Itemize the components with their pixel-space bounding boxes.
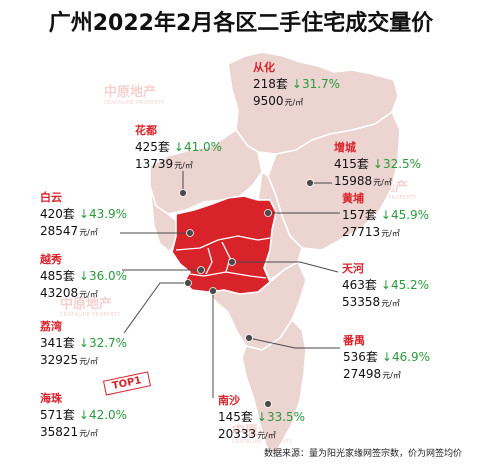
price-unit: 元/㎡ (381, 229, 400, 238)
volume-value: 485套 (40, 269, 75, 283)
watermark: 中原地产 CENTALINE PROPERTY (104, 85, 165, 107)
price-value: 27498 (343, 367, 382, 381)
district-label-huadu: 花都 425套 ↓41.0% 13739元/㎡ (135, 122, 222, 173)
district-shape-nansha (241, 319, 307, 457)
watermark-subtext: CENTALINE PROPERTY (60, 312, 121, 318)
watermark-text: 中原地产 (60, 297, 113, 312)
watermark-subtext: CENTALINE PROPERTY (232, 439, 293, 445)
price-value: 35821 (40, 425, 79, 439)
location-dot-yuexiu (197, 266, 205, 274)
price-unit: 元/㎡ (79, 228, 98, 237)
boundary-yuexiu-tianhe (221, 241, 231, 273)
district-name: 天河 (342, 262, 364, 275)
change-value: ↓46.9% (381, 350, 431, 364)
location-dot-liwan (184, 279, 192, 287)
volume-value: 536套 (343, 350, 378, 364)
district-label-yuexiu: 越秀 485套 ↓36.0% 43208元/㎡ (40, 251, 127, 302)
district-label-panyu: 番禺 536套 ↓46.9% 27498元/㎡ (343, 332, 430, 383)
location-dot-huangpu (264, 209, 272, 217)
volume-value: 218套 (253, 77, 288, 91)
change-value: ↓36.0% (78, 269, 128, 283)
price-unit: 元/㎡ (373, 178, 392, 187)
volume-value: 157套 (342, 208, 377, 222)
district-label-conghua: 从化 218套 ↓31.7% 9500元/㎡ (253, 59, 340, 110)
change-value: ↓31.7% (291, 77, 341, 91)
watermark-text: 中原地产 (104, 85, 157, 100)
change-value: ↓32.5% (372, 157, 422, 171)
price-unit: 元/㎡ (79, 290, 98, 299)
data-source-note: 数据来源：量为阳光家缘网签宗数，价为网签均价 (263, 449, 462, 459)
page-title: 广州2022年2月各区二手住宅成交量价 (48, 11, 434, 36)
change-value: ↓43.9% (78, 207, 128, 221)
price-value: 15988 (334, 174, 373, 188)
district-name: 越秀 (40, 253, 62, 266)
price-unit: 元/㎡ (284, 98, 304, 107)
leader-line-liwan (123, 282, 188, 334)
district-label-zengcheng: 增城 415套 ↓32.5% 15988元/㎡ (334, 139, 421, 190)
change-value: ↓42.0% (78, 408, 128, 422)
district-label-tianhe: 天河 463套 ↓45.2% 53358元/㎡ (342, 260, 429, 311)
leader-line-tianhe (232, 261, 339, 273)
district-name: 黄埔 (342, 192, 364, 205)
price-value: 53358 (342, 295, 381, 309)
volume-value: 341套 (40, 336, 75, 350)
location-dot-haizhu (209, 287, 217, 295)
volume-value: 425套 (135, 140, 170, 154)
location-dot-huadu (179, 189, 187, 197)
volume-value: 415套 (334, 157, 369, 171)
boundary-baiyun (175, 235, 271, 251)
district-label-huangpu: 黄埔 157套 ↓45.9% 27713元/㎡ (342, 190, 429, 241)
volume-value: 420套 (40, 207, 75, 221)
price-unit: 元/㎡ (382, 371, 401, 380)
volume-value: 463套 (342, 278, 377, 292)
watermark: 中原地产 CENTALINE PROPERTY (60, 297, 121, 319)
change-value: ↓45.9% (380, 208, 430, 222)
change-value: ↓41.0% (173, 140, 223, 154)
change-value: ↓32.7% (78, 336, 128, 350)
boundary-liwan-yuexiu (205, 247, 213, 275)
district-name: 番禺 (343, 334, 365, 347)
price-unit: 元/㎡ (257, 431, 276, 440)
leader-line-panyu (248, 337, 340, 349)
price-value: 9500 (253, 94, 284, 108)
location-dot-baiyun (186, 229, 194, 237)
price-value: 27713 (342, 225, 381, 239)
change-value: ↓33.5% (256, 410, 306, 424)
district-name: 花都 (135, 124, 157, 137)
district-label-liwan: 荔湾 341套 ↓32.7% 32925元/㎡ (40, 318, 127, 369)
district-name: 海珠 (40, 392, 62, 405)
boundary-pearl-river (189, 271, 267, 279)
location-dot-panyu (245, 334, 253, 342)
price-unit: 元/㎡ (79, 429, 98, 438)
district-name: 增城 (334, 141, 356, 154)
price-value: 13739 (135, 157, 174, 171)
district-label-baiyun: 白云 420套 ↓43.9% 28547元/㎡ (40, 189, 127, 240)
district-name: 从化 (253, 61, 275, 74)
district-name: 南沙 (218, 394, 240, 407)
price-value: 28547 (40, 224, 79, 238)
watermark-subtext: CENTALINE PROPERTY (104, 100, 165, 106)
price-value: 43208 (40, 286, 79, 300)
district-name: 荔湾 (40, 320, 62, 333)
location-dot-zengcheng (306, 179, 314, 187)
district-name: 白云 (40, 191, 62, 204)
price-unit: 元/㎡ (174, 161, 193, 170)
price-value: 32925 (40, 353, 79, 367)
volume-value: 145套 (218, 410, 253, 424)
change-value: ↓45.2% (380, 278, 430, 292)
location-dot-nansha (264, 400, 272, 408)
price-unit: 元/㎡ (79, 357, 98, 366)
district-label-haizhu: 海珠 571套 ↓42.0% 35821元/㎡ (40, 390, 127, 441)
location-dot-tianhe (228, 258, 236, 266)
district-label-nansha: 南沙 145套 ↓33.5% 20333元/㎡ (218, 392, 305, 443)
price-value: 20333 (218, 427, 257, 441)
volume-value: 571套 (40, 408, 75, 422)
price-unit: 元/㎡ (381, 299, 400, 308)
